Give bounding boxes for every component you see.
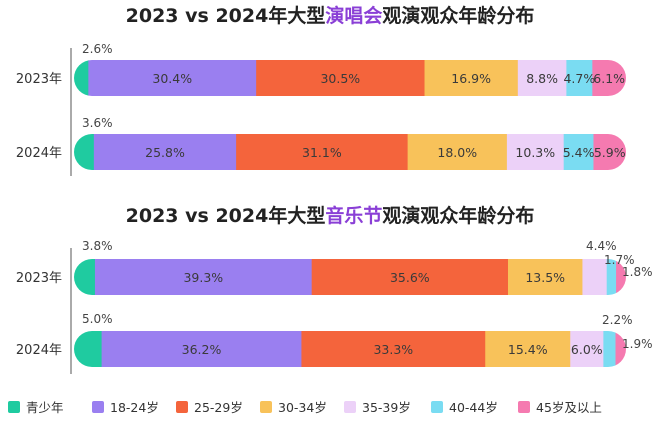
- legend-swatch: [431, 401, 443, 413]
- legend-label: 30-34岁: [278, 400, 327, 415]
- category-label: 2023年: [16, 271, 62, 286]
- bar-segment: [582, 259, 608, 295]
- segment-label: 2.6%: [82, 42, 113, 56]
- legend-swatch: [518, 401, 530, 413]
- segment-label: 8.8%: [526, 71, 558, 86]
- bar-segment: [236, 134, 409, 170]
- bar-segment: [593, 134, 626, 170]
- chart-title: 2023 vs 2024年大型音乐节观演观众年龄分布: [126, 204, 535, 227]
- legend-item: 25-29岁: [176, 400, 243, 415]
- legend-label: 25-29岁: [194, 400, 243, 415]
- legend-swatch: [260, 401, 272, 413]
- legend-item: 30-34岁: [260, 400, 327, 415]
- segment-label: 10.3%: [515, 145, 555, 160]
- segment-label: 1.7%: [604, 253, 635, 267]
- segment-label: 18.0%: [437, 145, 477, 160]
- stacked-bar: [74, 331, 626, 367]
- segment-label: 15.4%: [508, 342, 548, 357]
- legend-item: 18-24岁: [92, 400, 159, 415]
- legend-swatch: [92, 401, 104, 413]
- bar-segment: [74, 134, 95, 170]
- segment-label: 25.8%: [145, 145, 185, 160]
- bar-segment: [101, 331, 302, 367]
- bar-segment: [88, 60, 257, 96]
- bar-segment: [424, 60, 519, 96]
- bar-segment: [311, 259, 509, 295]
- category-label: 2024年: [16, 343, 62, 358]
- stacked-bar: [74, 134, 626, 170]
- segment-label: 4.7%: [563, 71, 595, 86]
- bar-segment: [566, 60, 593, 96]
- stacked-bar: [74, 60, 626, 96]
- segment-label: 30.5%: [320, 71, 360, 86]
- segment-label: 16.9%: [451, 71, 491, 86]
- bar-segment: [485, 331, 571, 367]
- bar-segment: [616, 259, 626, 295]
- segment-label: 6.1%: [593, 71, 625, 86]
- bar-segment: [603, 331, 617, 367]
- bar-segment: [407, 134, 508, 170]
- stacked-bar: [74, 259, 626, 295]
- bar-segment: [301, 331, 486, 367]
- legend-label: 35-39岁: [362, 400, 411, 415]
- segment-label: 5.9%: [594, 145, 626, 160]
- bar-segment: [256, 60, 426, 96]
- legend-label: 18-24岁: [110, 400, 159, 415]
- legend-item: 45岁及以上: [518, 400, 602, 415]
- segment-label: 31.1%: [302, 145, 342, 160]
- segment-label: 1.8%: [622, 265, 653, 279]
- chart-title: 2023 vs 2024年大型演唱会观演观众年龄分布: [126, 4, 535, 27]
- category-label: 2024年: [16, 146, 62, 161]
- bar-segment: [570, 331, 604, 367]
- legend-swatch: [8, 401, 20, 413]
- legend-label: 青少年: [26, 400, 64, 415]
- legend-label: 40-44岁: [449, 400, 498, 415]
- bar-segment: [592, 60, 626, 96]
- bar-segment: [93, 134, 237, 170]
- bar-segment: [506, 134, 565, 170]
- legend-swatch: [176, 401, 188, 413]
- segment-label: 4.4%: [586, 239, 617, 253]
- segment-label: 2.2%: [602, 313, 633, 327]
- segment-label: 5.4%: [563, 145, 595, 160]
- bar-segment: [517, 60, 567, 96]
- segment-label: 35.6%: [390, 270, 430, 285]
- bar-segment: [74, 60, 89, 96]
- segment-label: 33.3%: [373, 342, 413, 357]
- segment-label: 1.9%: [622, 337, 653, 351]
- bar-segment: [74, 331, 103, 367]
- bar-segment: [74, 259, 96, 295]
- bar-segment: [615, 331, 626, 367]
- bar-segment: [563, 134, 594, 170]
- segment-label: 3.6%: [82, 116, 113, 130]
- category-label: 2023年: [16, 72, 62, 87]
- legend-item: 35-39岁: [344, 400, 411, 415]
- legend-label: 45岁及以上: [536, 400, 602, 415]
- legend-swatch: [344, 401, 356, 413]
- bar-segment: [94, 259, 313, 295]
- segment-label: 6.0%: [571, 342, 603, 357]
- segment-label: 13.5%: [525, 270, 565, 285]
- legend-item: 青少年: [8, 400, 64, 415]
- bar-segment: [606, 259, 617, 295]
- segment-label: 5.0%: [82, 312, 113, 326]
- segment-label: 3.8%: [82, 239, 113, 253]
- segment-label: 30.4%: [152, 71, 192, 86]
- segment-label: 36.2%: [182, 342, 222, 357]
- segment-label: 39.3%: [183, 270, 223, 285]
- bar-segment: [507, 259, 583, 295]
- legend-item: 40-44岁: [431, 400, 498, 415]
